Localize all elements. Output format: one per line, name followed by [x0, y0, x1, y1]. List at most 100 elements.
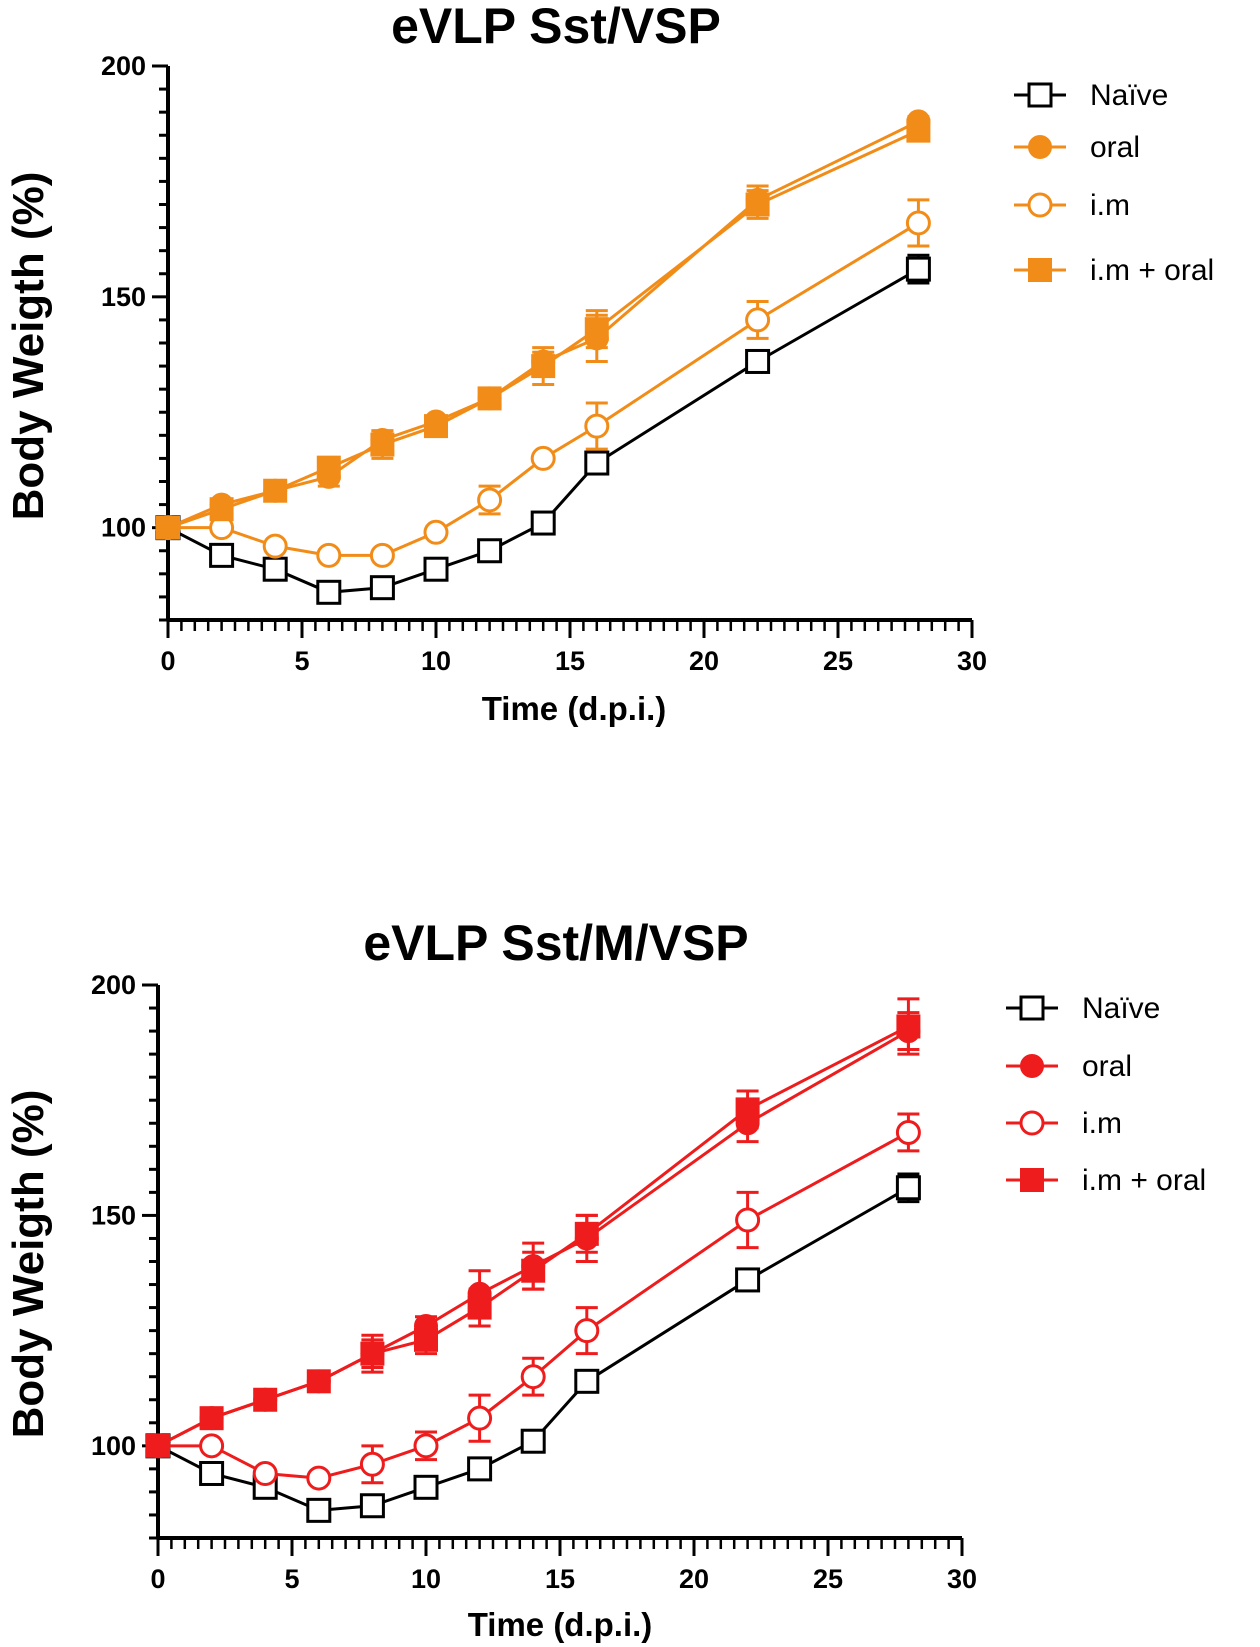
data-point	[530, 445, 556, 471]
data-point	[414, 1327, 438, 1352]
y-axis-label: Body Weigth (%)	[4, 172, 53, 521]
legend-label: oral	[1082, 1050, 1132, 1083]
data-point	[209, 497, 234, 522]
legend-marker	[1020, 1054, 1044, 1078]
x-tick-label: 10	[421, 646, 451, 676]
axes: 100 150 200 0 5 10 15 20 25 30	[91, 970, 977, 1594]
legend-entry: Naïve	[1014, 79, 1168, 112]
x-tick-label: 0	[160, 646, 175, 676]
x-tick-label: 30	[957, 646, 987, 676]
data-point	[262, 556, 288, 582]
series-line	[168, 221, 920, 557]
data-point	[574, 1318, 600, 1344]
legend-entry: i.m	[1006, 1107, 1122, 1140]
y-tick-label: 150	[101, 282, 146, 312]
series-na-ve	[145, 1172, 921, 1523]
data-point	[735, 1207, 761, 1233]
series-oral	[156, 109, 931, 540]
data-point	[467, 1405, 493, 1431]
x-tick-label: 30	[947, 1564, 977, 1594]
data-point	[359, 1493, 385, 1519]
data-point	[199, 1460, 225, 1486]
legend-entry: oral	[1006, 1050, 1132, 1083]
legend-entry: oral	[1014, 131, 1140, 164]
legend-marker	[1019, 995, 1045, 1021]
data-point	[360, 1341, 385, 1366]
data-point	[477, 487, 503, 513]
data-point	[520, 1428, 546, 1454]
axes: 100 150 200 0 5 10 15 20 25 30	[101, 51, 987, 676]
y-axis-label: Body Weigth (%)	[4, 1090, 53, 1439]
data-point	[745, 307, 771, 333]
data-point	[520, 1364, 546, 1390]
data-point	[316, 579, 342, 605]
data-point	[905, 256, 931, 282]
x-axis-label: Time (d.p.i.)	[482, 690, 667, 727]
y-tick-label: 150	[91, 1200, 136, 1230]
series-line	[158, 1131, 910, 1480]
x-tick-label: 25	[813, 1564, 843, 1594]
legend-marker	[1019, 1110, 1045, 1136]
legend-marker	[1020, 1168, 1044, 1192]
data-point	[369, 542, 395, 568]
data-point	[253, 1387, 278, 1412]
series-na-ve	[155, 253, 931, 605]
y-tick-label: 100	[101, 513, 146, 543]
series-line	[157, 1186, 910, 1512]
data-point	[735, 1267, 761, 1293]
legend-marker	[1028, 135, 1052, 159]
data-point	[423, 556, 449, 582]
data-point	[370, 432, 395, 457]
data-point	[316, 455, 341, 480]
y-tick-label: 200	[91, 970, 136, 1000]
legend-label: i.m	[1082, 1107, 1122, 1140]
data-point	[745, 348, 771, 374]
y-tick-label: 200	[101, 51, 146, 81]
chart-evlp-sst-m-vsp: eVLP Sst/M/VSP Time (d.p.i.) Body Weigth…	[4, 915, 1206, 1643]
chart-title: eVLP Sst/VSP	[391, 0, 721, 54]
x-tick-label: 25	[823, 646, 853, 676]
legend-entry: i.m + oral	[1006, 1164, 1206, 1197]
data-point	[521, 1258, 546, 1283]
data-point	[263, 478, 288, 503]
data-point	[906, 118, 931, 143]
data-point	[530, 510, 556, 536]
legend-marker	[1027, 192, 1053, 218]
data-point	[369, 575, 395, 601]
series-i-m-oral	[156, 118, 931, 540]
series-i-m-oral	[146, 997, 921, 1458]
data-point	[895, 1175, 921, 1201]
data-point	[477, 538, 503, 564]
data-point	[262, 533, 288, 559]
data-point	[413, 1433, 439, 1459]
legend-label: i.m + oral	[1082, 1164, 1206, 1197]
x-tick-label: 5	[284, 1564, 299, 1594]
data-point	[895, 1119, 921, 1145]
series-i-m	[145, 1112, 921, 1491]
data-point	[199, 1406, 224, 1431]
data-point	[306, 1465, 332, 1491]
data-point	[574, 1221, 599, 1246]
x-tick-label: 15	[545, 1564, 575, 1594]
data-point	[423, 519, 449, 545]
data-point	[424, 414, 448, 439]
legend-marker	[1028, 258, 1052, 282]
data-point	[359, 1451, 385, 1477]
legend-entry: i.m	[1014, 189, 1130, 222]
data-point	[574, 1368, 600, 1394]
x-tick-label: 20	[689, 646, 719, 676]
data-point	[146, 1433, 170, 1458]
x-tick-label: 0	[150, 1564, 165, 1594]
data-point	[467, 1456, 493, 1482]
data-point	[209, 542, 235, 568]
legend-label: oral	[1090, 131, 1140, 164]
x-tick-label: 5	[294, 646, 309, 676]
data-point	[531, 354, 556, 379]
legend-entry: i.m + oral	[1014, 254, 1214, 287]
x-axis-label: Time (d.p.i.)	[468, 1606, 653, 1643]
legend-label: i.m	[1090, 189, 1130, 222]
data-point	[467, 1295, 492, 1320]
data-point	[199, 1433, 225, 1459]
data-point	[156, 515, 180, 540]
